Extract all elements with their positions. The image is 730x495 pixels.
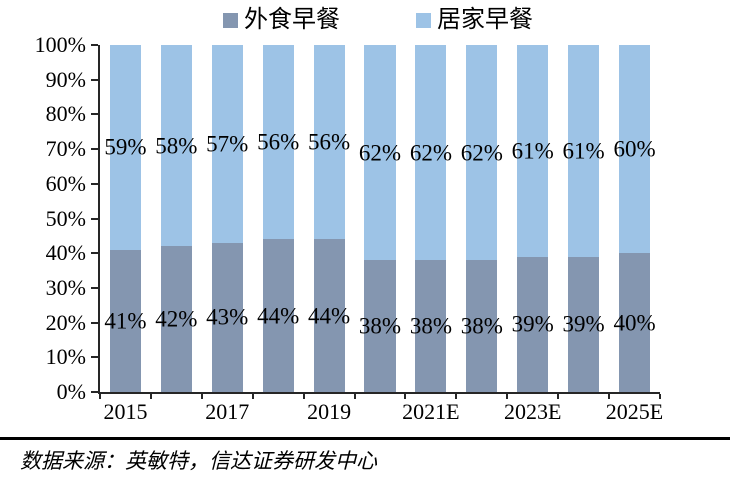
bar-segment-居家早餐: [517, 45, 549, 257]
bar-segment-外食早餐: [415, 260, 447, 392]
x-axis-tick: [659, 394, 661, 399]
y-axis-tick: [91, 78, 98, 81]
x-axis-tick: [506, 394, 509, 399]
bar-segment-居家早餐: [415, 45, 447, 261]
data-label-居家早餐: 62%: [358, 140, 402, 166]
legend-swatch-icon: [416, 12, 431, 28]
data-label-居家早餐: 56%: [307, 129, 351, 155]
y-axis-label: 0%: [56, 379, 86, 404]
legend-item-jujia: 居家早餐: [416, 6, 533, 34]
data-label-外食早餐: 41%: [104, 308, 147, 334]
bar-segment-外食早餐: [211, 242, 243, 392]
data-label-外食早餐: 42%: [155, 306, 198, 332]
y-axis-label: 100%: [34, 32, 86, 57]
y-axis-tick: [91, 44, 98, 46]
data-label-居家早餐: 58%: [155, 133, 198, 159]
x-axis-label: 2015: [103, 399, 148, 424]
y-axis-label: 40%: [45, 240, 86, 266]
x-axis-tick: [608, 394, 611, 399]
data-label-居家早餐: 61%: [511, 138, 554, 164]
y-axis-label: 60%: [45, 170, 86, 196]
x-axis-tick: [404, 394, 407, 399]
x-axis-tick: [455, 394, 458, 399]
legend-swatch-icon: [223, 12, 238, 28]
y-axis-tick: [91, 286, 98, 289]
y-axis-tick: [91, 217, 98, 220]
x-axis-label: 2023E: [503, 399, 562, 424]
bar-segment-外食早餐: [109, 249, 141, 392]
x-axis-tick: [302, 394, 305, 399]
bar-segment-外食早餐: [313, 239, 345, 392]
y-axis-tick: [91, 113, 98, 116]
data-label-外食早餐: 43%: [206, 304, 249, 330]
bar-segment-居家早餐: [619, 45, 651, 254]
bar-segment-外食早餐: [568, 256, 600, 392]
bar-segment-外食早餐: [619, 253, 651, 392]
source-note: 数据来源：英敏特，信达证券研发中心: [20, 449, 377, 473]
y-axis-label: 70%: [45, 136, 86, 162]
x-axis-tick: [353, 394, 356, 399]
y-axis-label: 10%: [45, 344, 86, 370]
y-axis-tick: [91, 391, 98, 393]
bar-segment-外食早餐: [466, 260, 498, 392]
data-label-外食早餐: 38%: [358, 313, 402, 339]
x-axis-label: 2019: [307, 399, 352, 424]
data-label-居家早餐: 61%: [562, 138, 605, 164]
x-axis-label: 2017: [205, 399, 250, 424]
y-axis-tick: [91, 321, 98, 324]
data-label-外食早餐: 38%: [409, 313, 452, 339]
bar-segment-居家早餐: [364, 45, 396, 261]
legend-label: 居家早餐: [437, 7, 533, 33]
y-axis-label: 50%: [45, 205, 86, 231]
bar-segment-外食早餐: [262, 239, 294, 392]
data-label-居家早餐: 60%: [613, 136, 656, 162]
x-axis-tick: [251, 394, 254, 399]
bar-segment-居家早餐: [109, 45, 141, 250]
bar-segment-居家早餐: [211, 45, 243, 243]
data-label-外食早餐: 44%: [307, 303, 351, 329]
x-axis-tick: [149, 394, 152, 399]
data-label-外食早餐: 39%: [511, 311, 554, 337]
bar-segment-外食早餐: [160, 246, 192, 392]
data-label-外食早餐: 39%: [562, 311, 605, 337]
x-axis-tick: [557, 394, 560, 399]
y-axis-label: 20%: [45, 309, 86, 335]
y-axis-tick: [91, 356, 98, 359]
data-label-居家早餐: 56%: [257, 129, 300, 155]
y-axis-label: 90%: [45, 66, 86, 92]
x-axis-tick: [99, 394, 101, 399]
data-label-居家早餐: 62%: [409, 140, 452, 166]
chart-legend: 外食早餐 居家早餐: [98, 6, 658, 34]
data-label-居家早餐: 62%: [460, 140, 503, 166]
data-label-外食早餐: 40%: [613, 310, 656, 336]
legend-label: 外食早餐: [244, 7, 340, 33]
bar-segment-居家早餐: [160, 45, 192, 247]
data-label-居家早餐: 57%: [206, 131, 249, 157]
y-axis-tick: [91, 148, 98, 151]
bar-segment-居家早餐: [466, 45, 498, 261]
y-axis-label: 30%: [45, 274, 86, 300]
bar-segment-外食早餐: [364, 260, 396, 392]
bar-segment-居家早餐: [568, 45, 600, 257]
x-axis-label: 2021E: [402, 399, 460, 424]
x-axis-tick: [200, 394, 203, 399]
data-label-外食早餐: 38%: [460, 313, 503, 339]
x-axis-label: 2025E: [605, 399, 664, 424]
legend-item-waishi: 外食早餐: [223, 6, 340, 34]
bar-segment-居家早餐: [262, 45, 294, 240]
plot-area: 0% 10% 20% 30% 40% 50% 60% 70% 80% 90% 100% 41% 59% 2…: [35, 34, 664, 423]
y-axis-tick: [91, 252, 98, 255]
bar-segment-居家早餐: [313, 45, 345, 240]
data-label-居家早餐: 59%: [104, 134, 147, 160]
bar-segment-外食早餐: [517, 256, 549, 392]
y-axis-tick: [91, 182, 98, 185]
y-axis-label: 80%: [45, 101, 86, 127]
data-label-外食早餐: 44%: [257, 303, 300, 329]
footer-divider: [0, 437, 730, 440]
